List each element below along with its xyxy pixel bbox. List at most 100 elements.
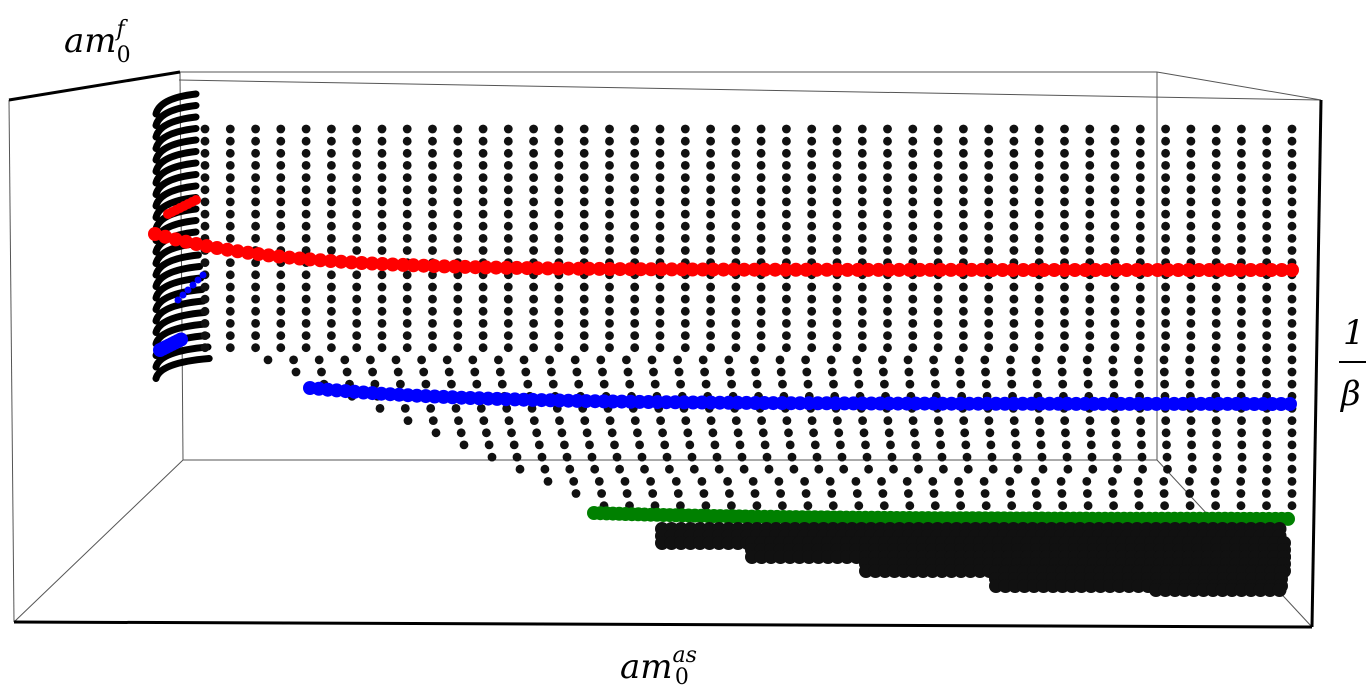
grid-point <box>782 148 791 158</box>
grid-point <box>908 246 918 255</box>
grid-point <box>377 294 387 304</box>
grid-point <box>225 209 235 219</box>
red-series-point <box>788 262 803 277</box>
grid-point <box>832 209 842 219</box>
grid-point <box>857 246 867 255</box>
grid-point <box>579 221 589 231</box>
grid-point <box>655 221 665 231</box>
grid-point <box>1134 367 1144 377</box>
box-edge-front-top <box>178 79 1322 101</box>
grid-point <box>984 124 994 134</box>
box-edge-front-left <box>8 99 15 623</box>
grid-point <box>400 404 410 413</box>
grid-point <box>554 185 564 195</box>
grid-point <box>1135 246 1145 255</box>
grid-point <box>630 209 640 219</box>
grid-point <box>802 367 812 377</box>
grid-point <box>731 136 741 146</box>
grid-point <box>649 367 658 377</box>
grid-point <box>700 367 709 377</box>
grid-point <box>782 234 791 243</box>
grid-point <box>200 148 210 158</box>
grid-point <box>727 379 736 389</box>
grid-point <box>1085 319 1095 328</box>
grid-point <box>630 234 640 243</box>
grid-point <box>1108 355 1118 365</box>
grid-point <box>984 319 994 328</box>
grid-point <box>1110 306 1120 316</box>
grid-point <box>1186 246 1196 255</box>
grid-point <box>327 319 336 328</box>
grid-point <box>748 477 758 486</box>
grid-point <box>453 221 463 231</box>
red-series-point <box>768 262 783 277</box>
grid-point <box>1262 489 1271 498</box>
grid-point <box>402 343 412 353</box>
red-series-point <box>509 260 524 275</box>
grid-point <box>959 294 968 304</box>
grid-point <box>834 428 844 438</box>
grid-point <box>605 161 614 170</box>
grid-point <box>680 209 690 219</box>
grid-point <box>622 355 631 365</box>
red-series-point <box>189 237 204 251</box>
grid-point <box>782 343 791 353</box>
grid-point <box>1161 197 1170 207</box>
grid-point <box>883 185 892 195</box>
coil-arc <box>152 182 200 210</box>
grid-point <box>596 355 606 365</box>
grid-point <box>251 221 260 231</box>
grid-point <box>756 173 766 183</box>
grid-point <box>200 319 210 328</box>
grid-point <box>959 136 968 146</box>
grid-point <box>1236 489 1246 498</box>
grid-point <box>537 452 547 462</box>
grid-point <box>1137 440 1146 450</box>
grid-point <box>1287 343 1297 353</box>
grid-point <box>724 355 734 365</box>
grid-point <box>625 379 635 389</box>
grid-point <box>680 124 690 134</box>
grid-point <box>1237 124 1246 134</box>
grid-point <box>814 464 824 474</box>
grid-point <box>402 306 412 316</box>
grid-point <box>883 294 892 304</box>
grid-point <box>402 282 412 292</box>
grid-point <box>402 319 412 328</box>
red-series-point <box>1140 263 1155 277</box>
grid-point <box>1085 148 1095 158</box>
grid-point <box>986 440 996 450</box>
grid-point <box>1031 489 1041 498</box>
grid-point <box>503 209 513 219</box>
grid-point <box>1009 136 1019 146</box>
grid-point <box>543 477 553 486</box>
grid-point <box>428 221 437 231</box>
grid-point <box>933 331 943 340</box>
red-series-point <box>292 251 307 266</box>
grid-point <box>1009 221 1019 231</box>
grid-point <box>1032 379 1042 389</box>
grid-point <box>453 136 463 146</box>
grid-point <box>1185 489 1195 498</box>
grid-point <box>756 148 766 158</box>
grid-point <box>706 185 715 195</box>
grid-point <box>377 234 387 243</box>
grid-point <box>655 161 665 170</box>
grid-point <box>630 161 640 170</box>
grid-point <box>402 234 412 243</box>
grid-point <box>1110 294 1120 304</box>
grid-point <box>579 294 589 304</box>
grid-point <box>402 173 412 183</box>
grid-point <box>352 161 362 170</box>
red-series-point <box>1192 263 1206 277</box>
grid-point <box>605 294 614 304</box>
grid-point <box>276 221 286 231</box>
grid-point <box>519 355 529 365</box>
grid-point <box>731 124 741 134</box>
grid-point <box>655 173 665 183</box>
red-series-point <box>985 263 1000 277</box>
x-axis-label-base: am <box>620 647 673 686</box>
grid-point <box>936 440 946 450</box>
box-front-edges <box>8 70 1323 629</box>
grid-point <box>453 173 463 183</box>
